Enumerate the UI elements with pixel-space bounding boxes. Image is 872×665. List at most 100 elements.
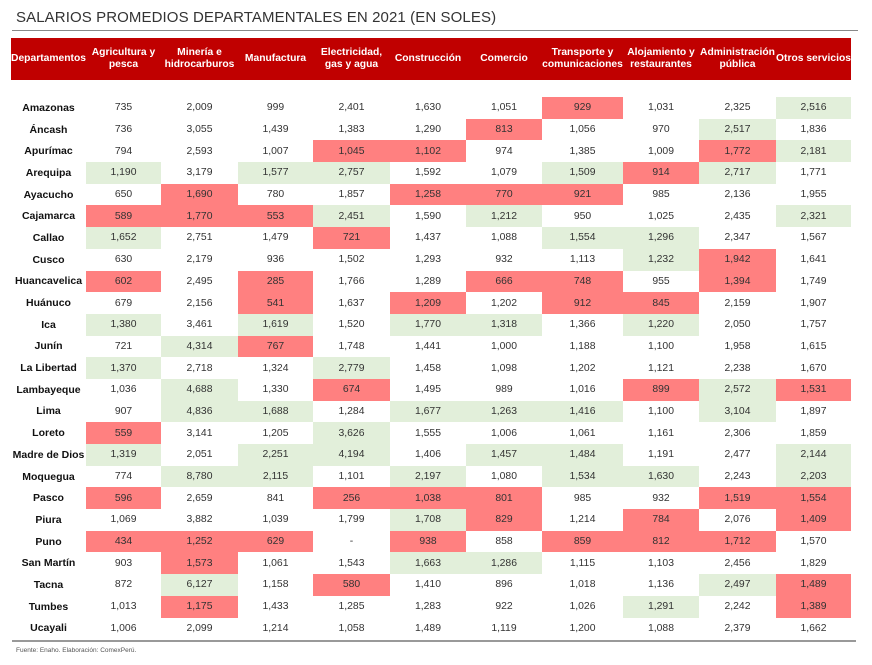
salary-cell: 3,461 [186, 319, 213, 331]
salary-cell: 1,102 [390, 140, 466, 163]
salary-cell: 2,717 [699, 162, 776, 184]
salary-cell: 1,038 [390, 487, 466, 510]
salary-cell: 2,456 [724, 557, 751, 569]
salary-cell: 985 [652, 189, 670, 201]
table-row: Piura 1,069 3,882 1,039 1,799 1,708 829 1,214 78… [11, 509, 851, 531]
table-row: Amazonas 735 2,009 999 2,401 1,630 1,051 929 1,0… [11, 97, 851, 119]
department-name: Huánuco [26, 297, 71, 310]
salary-cell: 2,306 [724, 427, 751, 439]
salary-cell: 602 [86, 270, 161, 293]
salary-cell: 1,319 [86, 444, 161, 466]
salary-cell: 907 [114, 405, 133, 417]
salary-cell: 1,749 [800, 275, 827, 287]
salary-cell: 3,626 [313, 422, 390, 444]
salary-cell: 1,416 [542, 400, 623, 423]
salary-cell: 858 [495, 536, 513, 548]
table-row: Arequipa 1,190 3,179 1,577 2,757 1,592 1,079 1,… [11, 162, 851, 184]
salary-cell: 2,099 [186, 622, 213, 634]
salary-cell: 938 [390, 530, 466, 553]
salary-cell: 1,018 [569, 579, 596, 591]
salary-cell: 2,516 [776, 97, 851, 119]
salary-cell: 1,799 [338, 514, 365, 526]
salary-cell: 914 [623, 162, 699, 184]
salary-cell: 1,942 [699, 248, 776, 271]
table-row: Cusco 630 2,179 936 1,502 1,293 932 1,113 1,232 1… [11, 248, 851, 271]
salary-cell: 829 [466, 509, 542, 531]
salary-cell: 1,061 [569, 427, 596, 439]
salary-cell: 1,662 [800, 622, 827, 634]
salary-cell: 1,484 [542, 444, 623, 466]
salary-cell: 1,006 [110, 622, 137, 634]
table-bottom-divider [12, 640, 856, 642]
salary-cell: 1,380 [86, 313, 161, 336]
department-name: Lambayeque [16, 383, 81, 396]
salary-cell: 999 [266, 102, 285, 114]
salary-cell: 2,242 [724, 601, 751, 613]
column-header: Alojamiento y restaurantes [627, 47, 695, 70]
table-row: Callao 1,652 2,751 1,479 721 1,437 1,088 1,554 1… [11, 227, 851, 249]
salary-cell: 1,897 [800, 405, 827, 417]
department-name: Junín [34, 340, 63, 353]
salary-cell: 841 [266, 492, 285, 504]
salary-cell: 872 [114, 579, 133, 591]
table-row: Tacna 872 6,127 1,158 580 1,410 896 1,018 1,136 2… [11, 574, 851, 596]
salary-cell: 1,410 [414, 579, 441, 591]
salary-cell: 2,243 [724, 471, 751, 483]
salary-cell: 899 [623, 378, 699, 401]
salary-cell: 1,036 [110, 384, 137, 396]
salary-cell: 2,718 [186, 362, 213, 374]
salary-cell: 1,555 [414, 427, 441, 439]
salary-cell: 1,026 [569, 601, 596, 613]
salary-cell: 1,370 [86, 357, 161, 379]
salary-cell: 1,051 [490, 102, 517, 114]
salary-cell: 1,520 [338, 319, 365, 331]
salary-cell: 1,007 [262, 145, 289, 157]
department-name: Callao [32, 231, 65, 244]
salary-cell: 859 [542, 530, 623, 553]
salary-cell: 955 [652, 275, 670, 287]
salary-cell: 896 [495, 579, 513, 591]
salary-cell: 674 [313, 378, 390, 401]
salary-cell: 748 [542, 270, 623, 293]
source-note: Fuente: Enaho. Elaboración: ComexPerú. [16, 647, 137, 654]
salary-cell: 932 [652, 492, 670, 504]
salary-cell: 1,590 [414, 210, 441, 222]
salary-cell: 974 [495, 145, 513, 157]
salary-cell: 2,572 [699, 378, 776, 401]
department-name: Cusco [32, 253, 65, 266]
salary-cell: 922 [495, 601, 513, 613]
salary-cell: 1,385 [569, 145, 596, 157]
salary-cell: 1,061 [262, 557, 289, 569]
salary-cell: 541 [238, 292, 313, 314]
table-row: Tumbes 1,013 1,175 1,433 1,285 1,283 922 1,026 1… [11, 595, 851, 618]
column-header: Administración pública [700, 47, 775, 70]
salary-cell: 2,451 [313, 205, 390, 228]
salary-cell: 1,531 [776, 378, 851, 401]
salary-cell: 1,161 [647, 427, 674, 439]
salary-cell: 1,016 [569, 384, 596, 396]
salary-cell: 1,031 [647, 102, 674, 114]
table-row: Lima 907 4,836 1,688 1,284 1,677 1,263 1,416 1,1… [11, 400, 851, 423]
salary-cell: 985 [573, 492, 592, 504]
salary-cell: 936 [266, 254, 285, 266]
table-row: Lambayeque 1,036 4,688 1,330 674 1,495 989 1,01… [11, 378, 851, 401]
salary-cell: 1,188 [569, 340, 596, 352]
salary-cell: 1,103 [647, 557, 674, 569]
salary-cell: 434 [86, 530, 161, 553]
salary-cell: 3,141 [186, 427, 213, 439]
salary-cell: 770 [466, 183, 542, 206]
salary-cell: 1,439 [262, 124, 289, 136]
salary-cell: 2,179 [186, 254, 213, 266]
table-row: Madre de Dios 1,319 2,051 2,251 4,194 1,406 1,… [11, 444, 851, 466]
salary-cell: 1,708 [390, 509, 466, 531]
salary-cell: 2,325 [724, 102, 751, 114]
salary-cell: 1,101 [338, 471, 365, 483]
salary-cell: 721 [313, 227, 390, 249]
salary-cell: 1,554 [776, 487, 851, 510]
salary-cell: 1,652 [86, 227, 161, 249]
salary-cell: 1,191 [647, 449, 674, 461]
salary-cell: 559 [86, 422, 161, 444]
salary-cell: 1,013 [110, 601, 137, 613]
table-row: Ayacucho 650 1,690 780 1,857 1,258 770 921 985 2,… [11, 183, 851, 206]
salary-cell: 1,366 [569, 319, 596, 331]
